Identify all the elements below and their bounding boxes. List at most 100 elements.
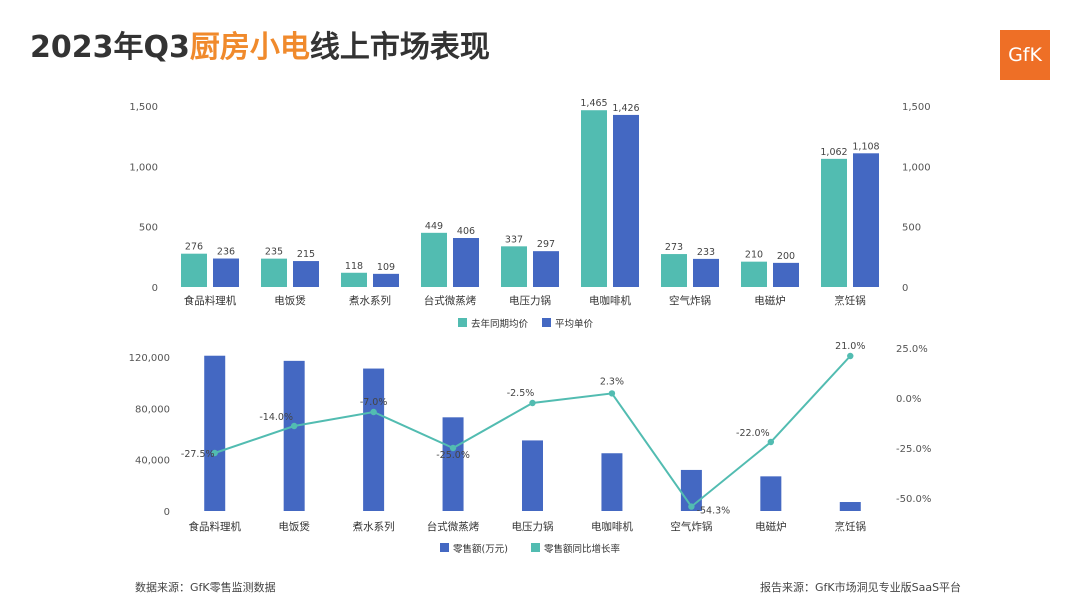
y-tick-label-left: 0 [152, 283, 158, 294]
bar-sales [204, 355, 226, 511]
growth-value-label: -7.0% [360, 397, 388, 408]
growth-point [688, 503, 695, 510]
bar-avg-price [773, 262, 799, 287]
bar-last-year-price [261, 258, 287, 287]
y-tick-label-right: 1,500 [902, 102, 931, 113]
growth-point [529, 399, 536, 407]
x-category-label: 食品料理机 [184, 294, 237, 307]
bar-avg-price [453, 238, 479, 287]
growth-value-label: -27.5% [181, 449, 215, 460]
x-category-label: 电磁炉 [754, 294, 786, 307]
bar-sales [760, 476, 782, 511]
bar-last-year-price [181, 253, 207, 287]
x-category-label: 空气炸锅 [670, 520, 712, 533]
y-tick-label-left: 1,000 [129, 162, 158, 173]
growth-point [847, 352, 854, 360]
growth-point [370, 408, 377, 416]
x-category-label: 电咖啡机 [591, 520, 633, 533]
bar-value-label: 406 [457, 226, 475, 237]
bar-value-label: 118 [345, 261, 363, 272]
bar-value-label: 233 [697, 247, 715, 258]
y-right-tick-label: 0.0% [896, 394, 921, 405]
bar-value-label: 273 [665, 242, 683, 253]
report-source-note: 报告来源：GfK市场洞见专业版SaaS平台 [760, 581, 962, 594]
y-right-tick-label: -25.0% [896, 444, 931, 455]
growth-value-label: -14.0% [259, 412, 293, 423]
bar-avg-price [293, 261, 319, 287]
x-category-label: 烹饪锅 [835, 520, 867, 533]
bar-sales [363, 368, 385, 511]
growth-point [449, 444, 457, 452]
y-left-tick-label: 0 [164, 507, 170, 518]
bar-last-year-price [661, 254, 687, 287]
x-category-label: 电咖啡机 [589, 294, 631, 307]
bar-value-label: 337 [505, 234, 523, 245]
bar-last-year-price [741, 261, 767, 287]
growth-value-label: -25.0% [436, 450, 470, 461]
growth-value-label: -2.5% [507, 388, 535, 399]
x-category-label: 电压力锅 [509, 294, 551, 307]
growth-point [767, 438, 775, 446]
legend-label: 零售额(万元) [453, 543, 508, 555]
bar-last-year-price [341, 272, 367, 287]
bar-value-label: 1,062 [820, 147, 847, 158]
y-right-tick-label: -50.0% [896, 494, 931, 505]
x-category-label: 电饭煲 [274, 294, 306, 307]
data-source-note: 数据来源：GfK零售监测数据 [135, 581, 276, 594]
legend-swatch [542, 318, 551, 327]
bar-value-label: 210 [745, 250, 763, 261]
bar-value-label: 235 [265, 247, 283, 258]
bar-last-year-price [421, 232, 447, 287]
y-tick-label-left: 1,500 [129, 102, 158, 113]
y-tick-label-left: 500 [139, 223, 158, 234]
bar-avg-price [373, 273, 399, 287]
x-category-label: 烹饪锅 [834, 294, 866, 307]
bar-value-label: 215 [297, 249, 315, 260]
bar-value-label: 200 [777, 251, 795, 262]
growth-point [211, 449, 218, 457]
x-category-label: 食品料理机 [188, 520, 241, 533]
legend-swatch [440, 543, 449, 552]
bar-sales [283, 360, 305, 511]
y-tick-label-right: 0 [902, 283, 908, 294]
bar-last-year-price [501, 246, 527, 287]
bar-sales [601, 453, 623, 511]
bar-value-label: 449 [425, 221, 443, 232]
bar-last-year-price [581, 110, 607, 288]
bar-value-label: 1,108 [852, 141, 879, 152]
bar-value-label: 297 [537, 239, 555, 250]
y-left-tick-label: 40,000 [135, 456, 170, 467]
bar-value-label: 109 [377, 262, 395, 273]
gfk-logo: GfK [1000, 30, 1050, 80]
bar-value-label: 236 [217, 247, 235, 258]
bar-value-label: 1,465 [580, 98, 607, 109]
x-category-label: 煮水系列 [353, 520, 395, 533]
bar-avg-price [213, 258, 239, 287]
title-rest: 线上市场表现 [309, 30, 490, 65]
growth-value-label: -22.0% [736, 428, 770, 439]
growth-value-label: 21.0% [835, 341, 865, 352]
growth-value-label: -54.3% [697, 506, 731, 517]
y-right-tick-label: 25.0% [896, 344, 928, 355]
x-category-label: 电磁炉 [755, 520, 787, 533]
x-category-label: 煮水系列 [349, 294, 391, 307]
bar-sales [442, 417, 464, 511]
growth-point [608, 390, 616, 397]
title-year: 2023年Q3 [30, 30, 190, 65]
legend-label: 零售额同比增长率 [544, 543, 621, 555]
y-left-tick-label: 120,000 [129, 353, 170, 364]
y-left-tick-label: 80,000 [135, 404, 170, 415]
bar-sales [839, 502, 861, 511]
x-category-label: 台式微蒸烤 [424, 294, 477, 307]
x-category-label: 电饭煲 [278, 520, 310, 533]
bar-avg-price [533, 251, 559, 287]
title-highlight: 厨房小电 [189, 30, 310, 65]
bar-avg-price [693, 258, 719, 287]
bar-value-label: 276 [185, 242, 203, 253]
bar-avg-price [613, 114, 639, 287]
bar-last-year-price [821, 158, 847, 287]
growth-point [290, 422, 298, 430]
bar-sales [522, 440, 543, 511]
legend-label: 平均单价 [555, 318, 594, 330]
